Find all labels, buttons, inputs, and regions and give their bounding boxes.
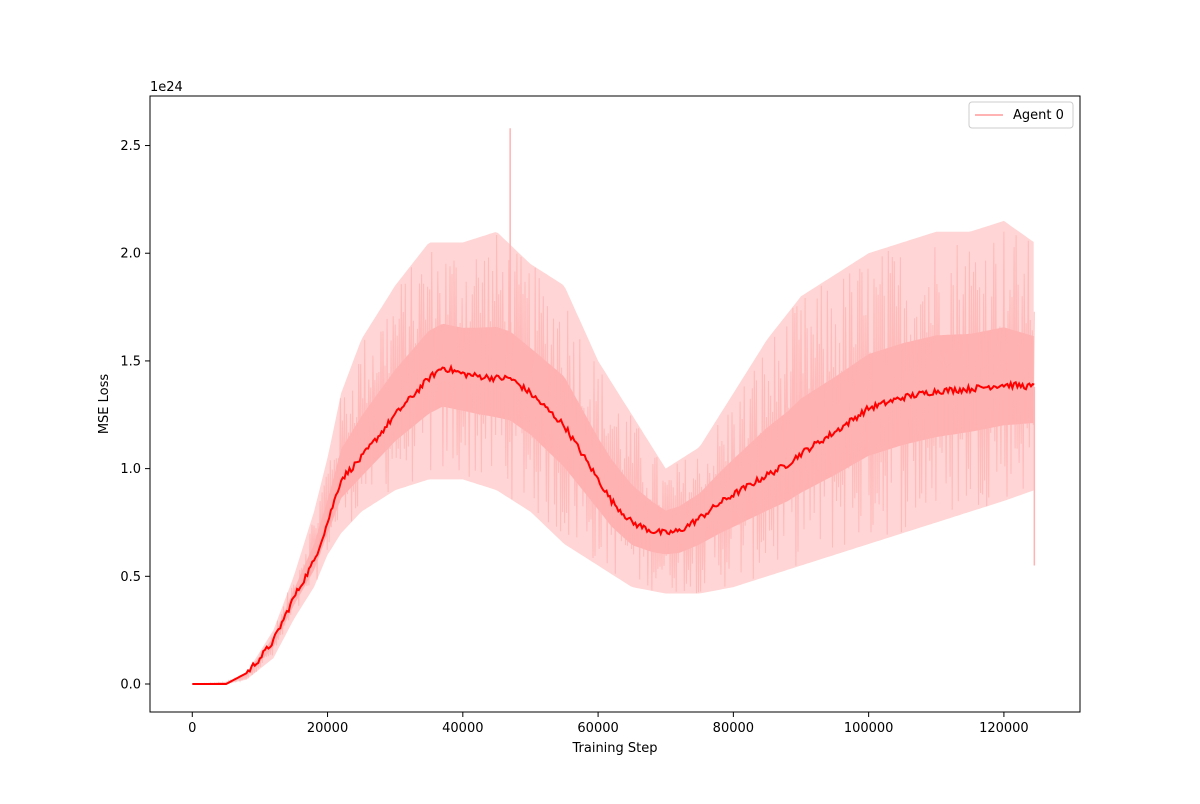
agent-0-mean-line — [192, 363, 1035, 685]
y-tick-label: 2.5 — [120, 139, 141, 154]
y-axis-label: MSE Loss — [97, 374, 112, 435]
y-tick-label: 1.5 — [120, 354, 141, 369]
agent-0-raw-line — [192, 231, 1035, 685]
legend-box — [968, 101, 1074, 129]
y-offset-label: 1e24 — [150, 80, 183, 95]
plot-frame — [149, 95, 1081, 713]
x-tick-label: 40000 — [442, 721, 483, 736]
legend: Agent 0 — [968, 101, 1074, 129]
x-tick-label: 20000 — [307, 721, 348, 736]
x-tick-label: 80000 — [713, 721, 754, 736]
x-tick-label: 100000 — [844, 721, 894, 736]
y-tick-label: 2.0 — [120, 247, 141, 262]
y-axis: 0.0 0.5 1.0 1.5 2.0 2.5 — [120, 139, 150, 693]
x-tick-label: 60000 — [577, 721, 618, 736]
x-axis: 0 20000 40000 60000 80000 100000 120000 — [188, 712, 1029, 736]
y-tick-label: 0.5 — [120, 570, 141, 585]
legend-label-agent-0: Agent 0 — [1013, 108, 1064, 123]
x-tick-label: 120000 — [979, 721, 1029, 736]
plot-area — [192, 128, 1036, 685]
x-axis-label: Training Step — [571, 741, 657, 756]
y-tick-label: 0.0 — [120, 678, 141, 693]
x-tick-label: 0 — [188, 721, 196, 736]
y-tick-label: 1.0 — [120, 462, 141, 477]
